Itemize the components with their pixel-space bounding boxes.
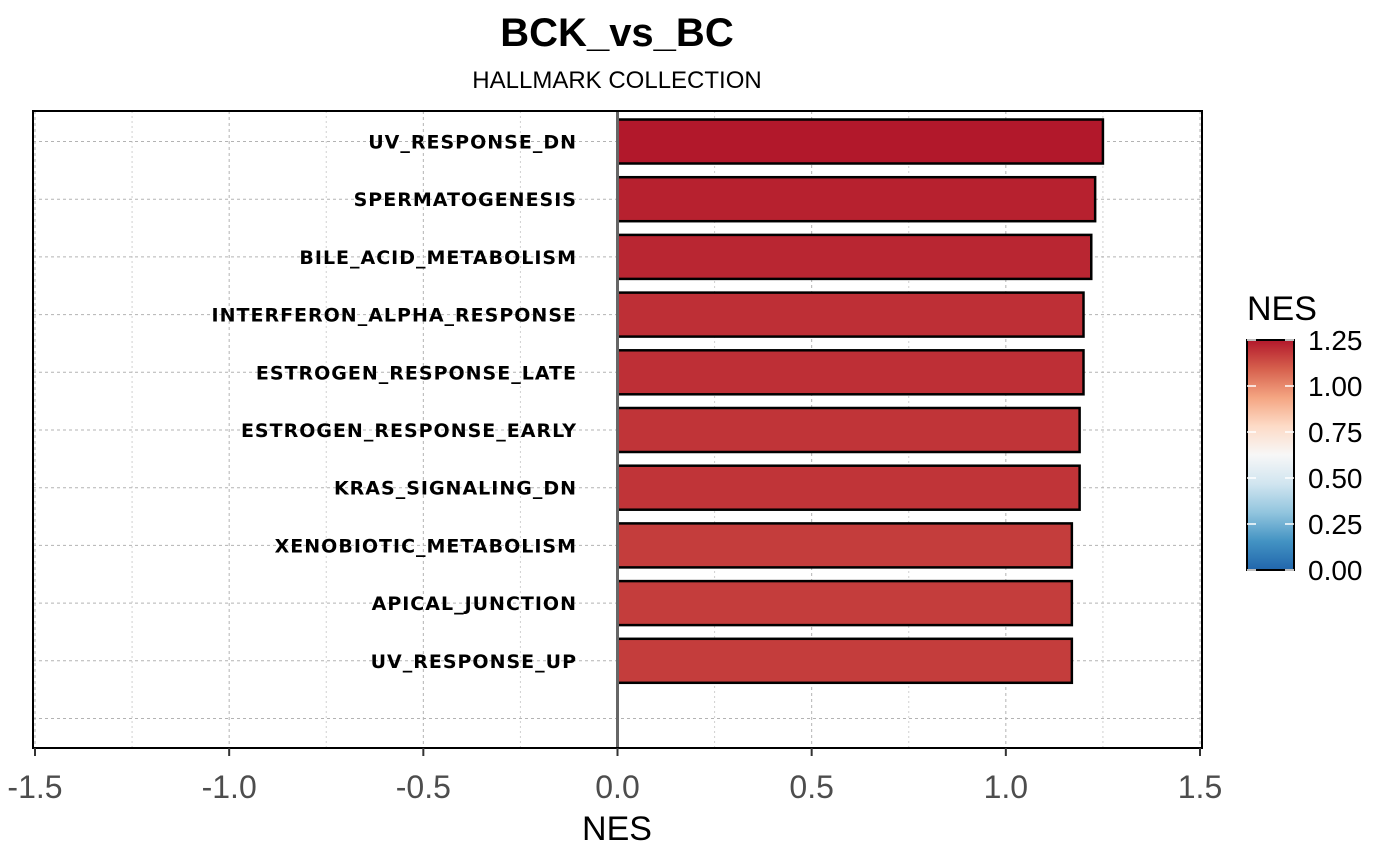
category-label: UV_RESPONSE_UP xyxy=(371,651,577,673)
bar-apical-junction xyxy=(616,579,1074,627)
x-tick-label: -0.5 xyxy=(396,769,451,805)
category-label: ESTROGEN_RESPONSE_EARLY xyxy=(241,420,577,442)
chart-subtitle: HALLMARK COLLECTION xyxy=(472,67,761,94)
x-axis-ticks: -1.5 -1.0 -0.5 0.0 0.5 1.0 1.5 xyxy=(7,748,1222,805)
category-label: APICAL_JUNCTION xyxy=(372,593,577,615)
x-tick-label: 0.5 xyxy=(789,769,833,805)
bar-uv-response-up xyxy=(616,637,1074,685)
category-label: KRAS_SIGNALING_DN xyxy=(334,478,577,500)
bar-spermatogenesis xyxy=(616,175,1097,223)
bar-bile-acid-metabolism xyxy=(616,233,1093,281)
legend-tick-label: 0.50 xyxy=(1308,463,1363,494)
legend-tick-label: 0.00 xyxy=(1308,555,1363,586)
category-label: INTERFERON_ALPHA_RESPONSE xyxy=(212,305,577,327)
bar-interferon-alpha-response xyxy=(616,291,1085,338)
bar-xenobiotic-metabolism xyxy=(616,522,1074,569)
category-label: XENOBIOTIC_METABOLISM xyxy=(275,535,577,557)
bar-estrogen-response-early xyxy=(616,406,1081,454)
category-label: SPERMATOGENESIS xyxy=(354,189,577,211)
bar-uv-response-dn xyxy=(616,118,1105,165)
x-tick-label: 1.0 xyxy=(984,769,1028,805)
legend-tick-label: 1.25 xyxy=(1308,325,1363,356)
x-tick-label: 1.5 xyxy=(1178,769,1222,805)
x-tick-label: 0.0 xyxy=(595,769,639,805)
category-label: BILE_ACID_METABOLISM xyxy=(299,247,577,269)
category-labels: UV_RESPONSE_DN SPERMATOGENESIS BILE_ACID_M… xyxy=(212,132,577,673)
legend-title: NES xyxy=(1247,290,1317,328)
bars xyxy=(616,118,1105,685)
legend-ticks: 1.25 1.00 0.75 0.50 0.25 0.00 xyxy=(1247,325,1363,586)
bar-estrogen-response-late xyxy=(616,349,1085,396)
x-tick-label: -1.5 xyxy=(7,769,62,805)
category-label: ESTROGEN_RESPONSE_LATE xyxy=(256,362,577,384)
bar-kras-signaling-dn xyxy=(616,464,1081,511)
legend-tick-label: 0.25 xyxy=(1308,509,1363,540)
chart-title: BCK_vs_BC xyxy=(500,11,733,55)
x-tick-label: -1.0 xyxy=(202,769,257,805)
category-label: UV_RESPONSE_DN xyxy=(368,132,577,154)
legend-tick-label: 1.00 xyxy=(1308,371,1363,402)
legend-colorbar xyxy=(1246,339,1295,571)
legend-tick-label: 0.75 xyxy=(1308,417,1363,448)
x-axis-title: NES xyxy=(582,810,652,848)
